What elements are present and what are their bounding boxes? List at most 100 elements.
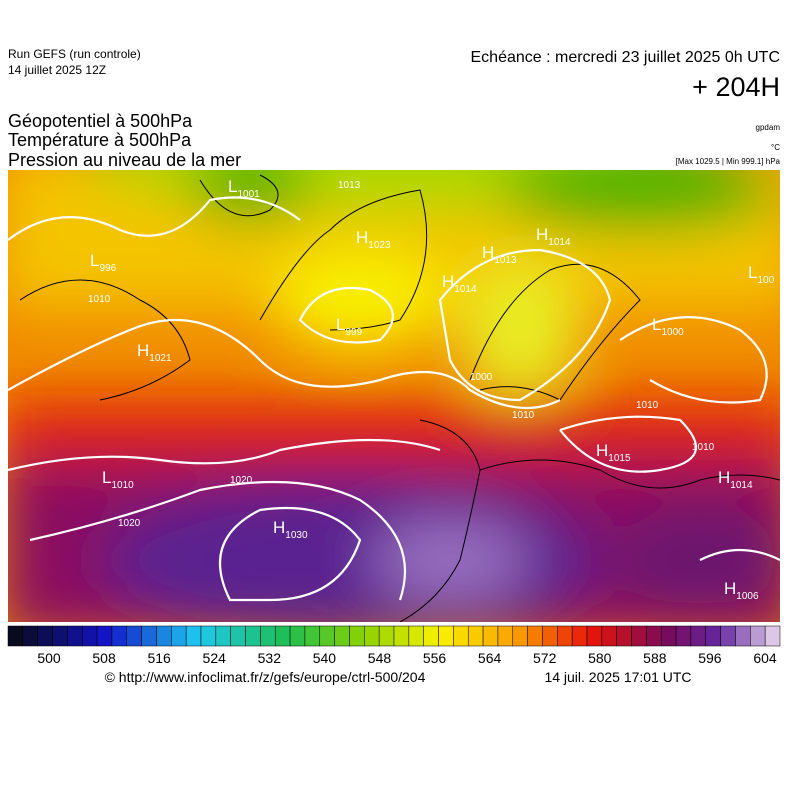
pressure-center: H1015 (596, 441, 631, 464)
unit: [Max 1029.5 | Min 999.1] hPa (676, 157, 781, 166)
colorbar-cell (67, 625, 83, 647)
center-value: 1001 (237, 189, 260, 200)
colorbar-cell (616, 625, 632, 647)
colorbar-cell (497, 625, 514, 647)
center-letter: L (90, 251, 99, 270)
center-letter: H (596, 441, 608, 460)
center-value: 1014 (548, 237, 571, 248)
colorbar-label: 556 (423, 650, 447, 666)
center-letter: H (718, 468, 730, 487)
center-value: 999 (345, 327, 362, 338)
pressure-center: L999 (336, 315, 363, 338)
colorbar-cell (126, 625, 142, 647)
colorbar-label: 548 (368, 650, 392, 666)
center-letter: H (442, 272, 454, 291)
center-letter: L (652, 315, 661, 334)
center-letter: L (748, 263, 757, 282)
pressure-center: H1021 (137, 341, 172, 364)
colorbar-label: 588 (643, 650, 667, 666)
center-value: 1023 (368, 240, 391, 251)
center-value: 996 (99, 263, 116, 274)
center-letter: H (482, 243, 494, 262)
colorbar: 500 508 516 524 532 540 548 556 564 572 580 588 596 6… (7, 625, 781, 666)
colorbar-cell (349, 625, 365, 647)
center-value: 100 (757, 275, 774, 286)
colorbar-cell (601, 625, 617, 647)
colorbar-cell (527, 625, 543, 647)
unit: gpdam (756, 123, 781, 132)
colorbar-label: 580 (588, 650, 612, 666)
colorbar-label: 524 (203, 650, 227, 666)
colorbar-cell (453, 625, 469, 647)
colorbar-cell (245, 625, 261, 647)
center-letter: L (228, 177, 237, 196)
colorbar-label: 564 (478, 650, 502, 666)
colorbar-cell (631, 625, 647, 647)
colorbar-cell (646, 625, 662, 647)
pressure-center: H1014 (718, 468, 753, 491)
colorbar-label: 540 (313, 650, 337, 666)
pressure-center: L1010 (102, 468, 134, 491)
center-letter: H (724, 579, 736, 598)
pressure-center: H1023 (356, 228, 391, 251)
colorbar-cell (512, 625, 528, 647)
isobar-label: 1010 (512, 410, 535, 421)
colorbar-cell (319, 625, 335, 647)
colorbar-cell (586, 625, 603, 647)
colorbar-cell (720, 625, 736, 647)
colorbar-cell (171, 625, 187, 647)
isobar-label: 1020 (230, 475, 253, 486)
run-date: 14 juillet 2025 12Z (8, 63, 106, 77)
isobar-labels: 1013 1010 1020 1020 1010 1010 1010 1000 (88, 180, 715, 529)
colorbar-cell (660, 625, 677, 647)
colorbar-label: 500 (37, 650, 61, 666)
colorbar-cell (289, 625, 306, 647)
colorbar-cell (304, 625, 321, 647)
colorbar-cell (378, 625, 395, 647)
run: Run GEFS (run controle) (8, 47, 141, 61)
pressure-center: H1013 (482, 243, 517, 266)
isobar-label: 1013 (338, 180, 361, 191)
valid-time: Echéance : mercredi 23 juillet 2025 0h U… (471, 49, 781, 66)
isobar-label: 1010 (692, 442, 715, 453)
colorbar-cell (111, 625, 128, 647)
colorbar-cell (141, 625, 157, 647)
colorbar-cell (52, 625, 68, 647)
center-value: 1015 (608, 453, 631, 464)
pressure-center: L100 (748, 263, 775, 286)
center-letter: H (273, 518, 285, 537)
colorbar-cell (690, 625, 707, 647)
lead-time: + 204H (692, 72, 780, 102)
isobar-label: 1000 (470, 372, 493, 383)
colorbar-label: 604 (753, 650, 777, 666)
colorbar-cell (750, 625, 766, 647)
pressure-center: H1014 (536, 225, 571, 248)
isobar-label: 1010 (88, 294, 111, 305)
field: Température à 500hPa (8, 130, 192, 150)
pressure-center: L996 (90, 251, 117, 274)
pressure-center: H1030 (273, 518, 308, 541)
pressure-center: H1006 (724, 579, 759, 602)
colorbar-cell (364, 625, 380, 647)
colorbar-cell (215, 625, 231, 647)
colorbar-cell (274, 625, 291, 647)
colorbar-cell (467, 625, 484, 647)
colorbar-cell (408, 625, 424, 647)
center-letter: H (137, 341, 149, 360)
center-letter: L (336, 315, 345, 334)
center-value: 1000 (661, 327, 684, 338)
colorbar-cell (7, 625, 24, 647)
isobar-label: 1020 (118, 518, 141, 529)
center-value: 1006 (736, 591, 759, 602)
center-value: 1010 (111, 480, 134, 491)
field: Géopotentiel à 500hPa (8, 111, 193, 131)
center-value: 1014 (730, 480, 753, 491)
pressure-center: L1001 (228, 177, 260, 200)
colorbar-cell (185, 625, 202, 647)
pressure-center: L1000 (652, 315, 684, 338)
colorbar-cell (393, 625, 410, 647)
colorbar-label: 596 (698, 650, 722, 666)
source: © http://www.infoclimat.fr/z/gefs/europe… (105, 669, 426, 685)
